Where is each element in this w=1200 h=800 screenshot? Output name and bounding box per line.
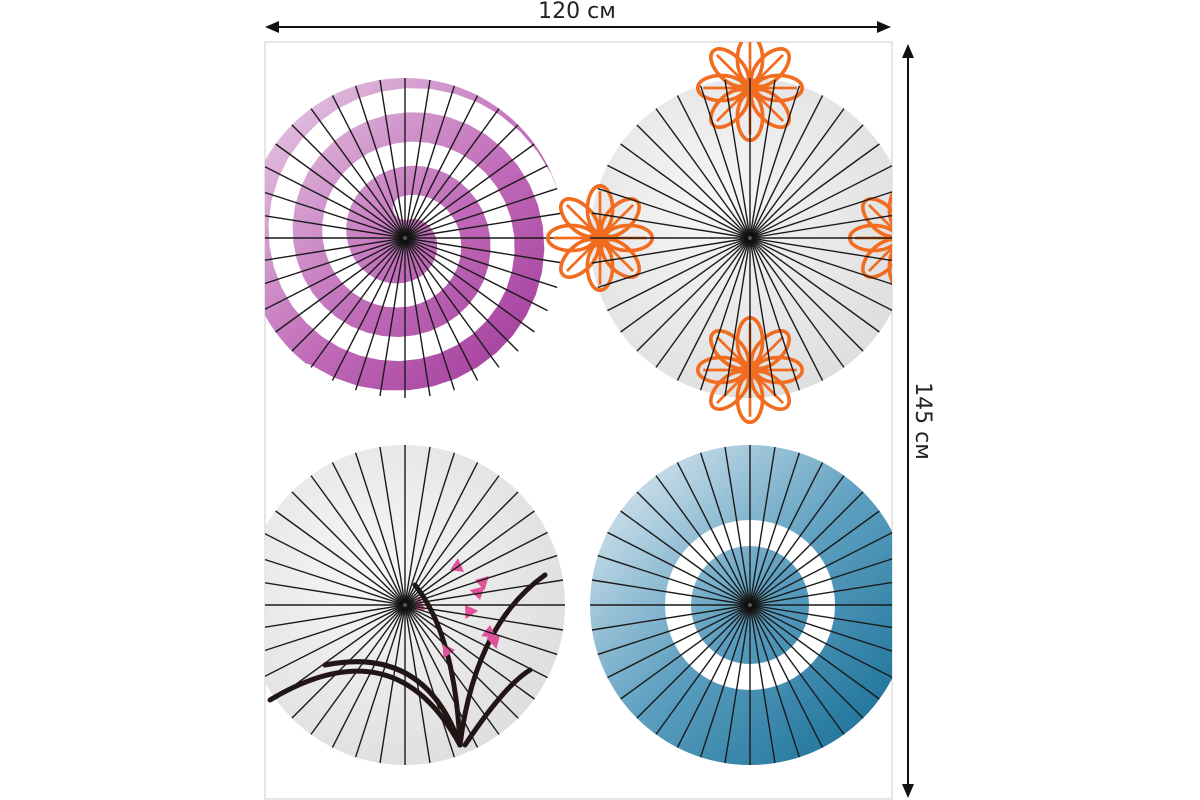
height-dimension-arrow xyxy=(902,44,914,798)
orchid-umbrella xyxy=(265,445,565,765)
purple-spiral-umbrella xyxy=(265,78,569,415)
width-label: 120 см xyxy=(538,0,616,24)
blue-ring-umbrella xyxy=(590,445,892,765)
orange-flower-umbrella xyxy=(545,42,892,425)
width-dimension-arrow xyxy=(265,21,891,33)
height-label: 145 см xyxy=(910,382,935,460)
